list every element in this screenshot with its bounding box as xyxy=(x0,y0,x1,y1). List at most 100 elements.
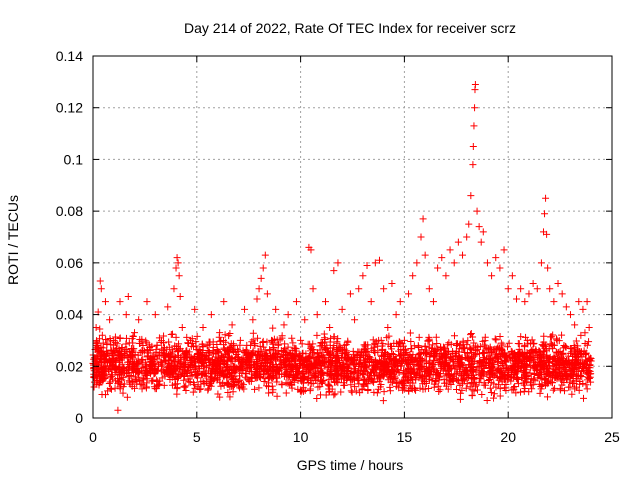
data-point xyxy=(326,324,334,331)
band-point xyxy=(239,347,247,355)
band-point xyxy=(572,383,580,391)
band-point xyxy=(307,380,315,388)
band-point xyxy=(286,350,294,358)
data-point xyxy=(96,277,104,285)
data-point xyxy=(363,261,371,269)
band-point xyxy=(236,362,244,370)
data-point xyxy=(537,259,545,267)
band-point xyxy=(337,388,345,396)
band-point xyxy=(452,386,460,394)
band-point xyxy=(362,363,370,371)
band-point xyxy=(299,375,307,383)
data-point xyxy=(249,316,257,324)
band-point xyxy=(580,394,588,402)
data-point xyxy=(155,334,163,342)
band-point xyxy=(272,374,280,382)
band-point xyxy=(408,345,416,353)
band-point xyxy=(497,375,505,383)
data-point xyxy=(97,285,105,293)
data-point xyxy=(241,305,249,313)
data-point xyxy=(442,272,450,280)
band-point xyxy=(371,349,379,357)
band-point xyxy=(529,381,537,389)
band-point xyxy=(384,340,392,348)
band-point xyxy=(390,370,398,378)
band-point xyxy=(313,394,321,402)
band-point xyxy=(340,373,348,381)
band-point xyxy=(310,346,318,354)
data-point xyxy=(513,295,521,303)
y-tick-label: 0.04 xyxy=(56,307,83,323)
band-point xyxy=(115,351,123,359)
band-point xyxy=(320,330,328,338)
band-point xyxy=(455,357,463,365)
plot-frame xyxy=(92,55,613,419)
band-point xyxy=(409,358,417,366)
band-point xyxy=(106,378,114,386)
band-point xyxy=(414,343,422,351)
band-point xyxy=(327,368,335,376)
band-point xyxy=(348,354,356,362)
band-point xyxy=(273,378,281,386)
band-point xyxy=(160,332,168,340)
data-point xyxy=(392,311,400,319)
data-point xyxy=(259,264,267,272)
data-point xyxy=(544,264,552,272)
band-point xyxy=(269,345,277,353)
band-point xyxy=(124,366,132,374)
data-point xyxy=(475,223,483,231)
band-point xyxy=(459,377,467,385)
band-point xyxy=(160,381,168,389)
band-point xyxy=(494,381,502,389)
band-point xyxy=(274,347,282,355)
band-point xyxy=(466,344,474,352)
band-point xyxy=(507,347,515,355)
band-point xyxy=(458,345,466,353)
band-point xyxy=(425,335,433,343)
band-point xyxy=(123,346,131,354)
band-point xyxy=(486,352,494,360)
band-point xyxy=(183,333,191,341)
band-point xyxy=(97,371,105,379)
band-point xyxy=(517,333,525,341)
band-point xyxy=(151,365,159,373)
band-point xyxy=(537,382,545,390)
band-point xyxy=(225,332,233,340)
band-point xyxy=(213,376,221,384)
band-point xyxy=(116,375,124,383)
band-point xyxy=(239,366,247,374)
data-point xyxy=(351,316,359,324)
band-point xyxy=(317,351,325,359)
band-point xyxy=(168,381,176,389)
band-point xyxy=(326,350,334,358)
band-point xyxy=(576,380,584,388)
band-point xyxy=(251,385,259,393)
band-point xyxy=(306,361,314,369)
band-point xyxy=(384,360,392,368)
data-point xyxy=(98,331,106,339)
band-point xyxy=(188,372,196,380)
band-point xyxy=(173,372,181,380)
band-point xyxy=(330,378,338,386)
band-point xyxy=(334,335,342,343)
x-tick-label: 5 xyxy=(193,429,201,445)
band-point xyxy=(531,348,539,356)
band-point xyxy=(315,361,323,369)
y-tick-label: 0.08 xyxy=(56,203,83,219)
band-point xyxy=(447,364,455,372)
band-point xyxy=(495,376,503,384)
band-point xyxy=(566,372,574,380)
band-point xyxy=(326,338,334,346)
band-point xyxy=(379,345,387,353)
band-point xyxy=(306,385,314,393)
band-point xyxy=(150,383,158,391)
band-point xyxy=(388,349,396,357)
band-point xyxy=(103,355,111,363)
band-point xyxy=(304,357,312,365)
band-point xyxy=(405,387,413,395)
band-point xyxy=(486,384,494,392)
band-point xyxy=(480,364,488,372)
band-point xyxy=(164,360,172,368)
band-point xyxy=(406,329,414,337)
band-point xyxy=(273,392,281,400)
